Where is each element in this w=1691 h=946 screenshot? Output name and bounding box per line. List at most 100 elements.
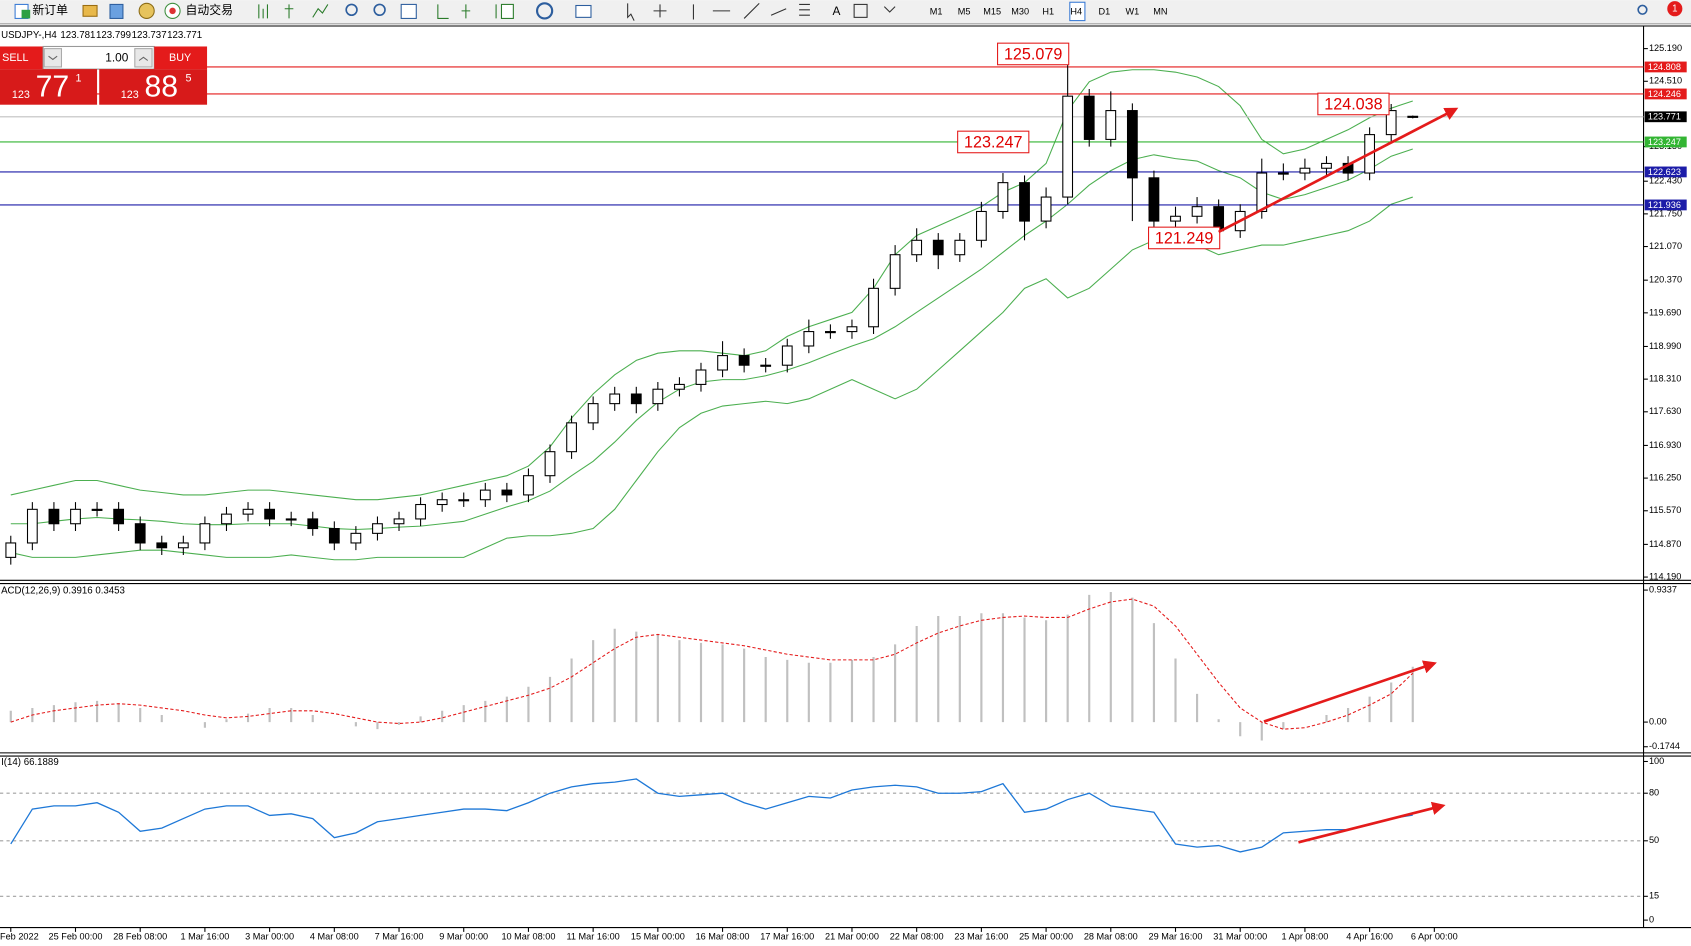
x-tick-label: 16 Mar 08:00: [696, 932, 750, 942]
rsi-title: I(14) 66.1889: [1, 757, 59, 768]
x-tick-label: 4 Mar 08:00: [310, 932, 359, 942]
x-tick-label: Feb 2022: [0, 932, 39, 942]
candle-body: [199, 523, 211, 544]
y-tick-label: 114.870: [1649, 539, 1681, 549]
symbol-title: USDJPY-,H4: [1, 30, 57, 41]
candle-body: [889, 254, 901, 289]
alert-count[interactable]: 1: [1672, 3, 1677, 14]
price-tag: [1644, 136, 1687, 148]
candle-body: [350, 532, 362, 544]
toolbar-icons: A: [14, 1, 1683, 22]
x-tick-label: 25 Mar 00:00: [1019, 932, 1073, 942]
price-panel: 125.079 123.247 124.038 121.249: [0, 42, 1644, 565]
candle-body: [781, 345, 793, 366]
timeframe-button[interactable]: M15: [983, 6, 1001, 16]
quote: 123.781 123.799 123.737 123.771: [60, 30, 202, 41]
candle-body: [156, 542, 168, 549]
x-tick-label: 28 Feb 08:00: [113, 932, 167, 942]
candle-body: [221, 513, 232, 525]
price-tag-label: 123.247: [1648, 137, 1681, 147]
timeframe-button[interactable]: D1: [1098, 6, 1110, 16]
timeframe-button[interactable]: H1: [1042, 6, 1054, 16]
new-order-button[interactable]: 新订单: [32, 3, 68, 17]
x-tick-label: 4 Apr 16:00: [1346, 932, 1393, 942]
candle-body: [523, 475, 534, 496]
buy-label: BUY: [169, 52, 191, 64]
buy-price-prefix: 123: [121, 89, 139, 101]
annotation-box: [957, 130, 1030, 154]
trend-arrow: [1298, 801, 1446, 844]
trade-panel: SELL 1.00 BUY 123 77 1 123 88 5: [0, 45, 208, 105]
candle-body: [1148, 177, 1160, 222]
x-tick-label: 7 Mar 16:00: [375, 932, 424, 942]
rsi-line: [10, 778, 1413, 853]
annotation-label: 121.249: [1155, 229, 1213, 247]
sell-price-point: 1: [75, 73, 81, 85]
trend-arrow: [1263, 660, 1437, 723]
candle-body: [458, 499, 470, 502]
y-tick-label: 116.930: [1649, 440, 1681, 450]
candle-body: [1407, 115, 1419, 118]
price-tag: [1644, 166, 1687, 178]
sell-button[interactable]: [0, 46, 44, 70]
price-tag: [1644, 199, 1687, 211]
candle-body: [479, 489, 491, 501]
timeframe-button[interactable]: M30: [1011, 6, 1029, 16]
candle-body: [307, 518, 319, 530]
annotation-label: 125.079: [1004, 45, 1062, 63]
timeframe-button[interactable]: W1: [1125, 6, 1139, 16]
band-middle: [10, 148, 1413, 531]
candle-body: [264, 508, 276, 520]
svg-text:A: A: [833, 4, 841, 18]
x-tick-label: 6 Apr 00:00: [1411, 932, 1458, 942]
y-tick-label: 118.310: [1649, 374, 1681, 384]
timeframe-button[interactable]: M1: [930, 6, 943, 16]
sell-label: SELL: [2, 52, 28, 64]
candle-body: [113, 508, 125, 525]
candle-body: [242, 508, 254, 515]
candle-body: [1062, 95, 1074, 198]
sell-price-pips: 77: [36, 71, 70, 104]
price-tag-label: 124.808: [1648, 62, 1681, 72]
toolbar: [0, 0, 1691, 24]
x-tick-label: 10 Mar 08:00: [501, 932, 555, 942]
price-tag-label: 124.246: [1648, 89, 1681, 99]
y-tick-label: 122.430: [1649, 176, 1682, 186]
candle-body: [1170, 215, 1181, 222]
candle-body: [5, 542, 17, 558]
lot-value: 1.00: [105, 50, 128, 64]
macd-panel: [9, 592, 1414, 741]
candle-body: [717, 355, 728, 371]
rsi-panel: [0, 778, 1644, 897]
y-tick-label: 0.00: [1649, 717, 1667, 727]
y-tick-label: 0.9337: [1649, 585, 1677, 595]
x-tick-label: 15 Mar 00:00: [631, 932, 685, 942]
auto-trading-button[interactable]: 自动交易: [185, 3, 232, 17]
y-tick-label: 121.750: [1649, 208, 1682, 218]
quote-value: 123.781: [60, 30, 95, 41]
x-tick-label: 9 Mar 00:00: [439, 932, 488, 942]
buy-button[interactable]: [154, 46, 208, 70]
y-tick-label: 120.370: [1649, 275, 1682, 285]
lot-down[interactable]: [43, 48, 63, 68]
sell-price-box[interactable]: [0, 69, 98, 105]
y-tick-label: 114.190: [1649, 571, 1681, 581]
candle-body: [393, 518, 405, 525]
x-tick-label: 3 Mar 00:00: [245, 932, 294, 942]
x-tick-label: 29 Mar 16:00: [1149, 932, 1203, 942]
candle-body: [630, 393, 642, 405]
quote-value: 123.737: [132, 30, 167, 41]
buy-price-point: 5: [185, 73, 191, 85]
timeframe-button[interactable]: H4: [1070, 6, 1082, 16]
price-tag: [1644, 88, 1687, 100]
candle-body: [609, 393, 621, 405]
x-tick-label: 28 Mar 08:00: [1084, 932, 1138, 942]
x-tick-label: 31 Mar 00:00: [1213, 932, 1267, 942]
timeframe-button[interactable]: MN: [1153, 6, 1167, 16]
buy-price-box[interactable]: [99, 69, 208, 105]
candle-body: [1105, 110, 1117, 140]
y-tick-label: 118.990: [1649, 341, 1681, 351]
candle-body: [566, 422, 577, 453]
timeframe-button[interactable]: M5: [958, 6, 971, 16]
candle-body: [1040, 196, 1052, 222]
